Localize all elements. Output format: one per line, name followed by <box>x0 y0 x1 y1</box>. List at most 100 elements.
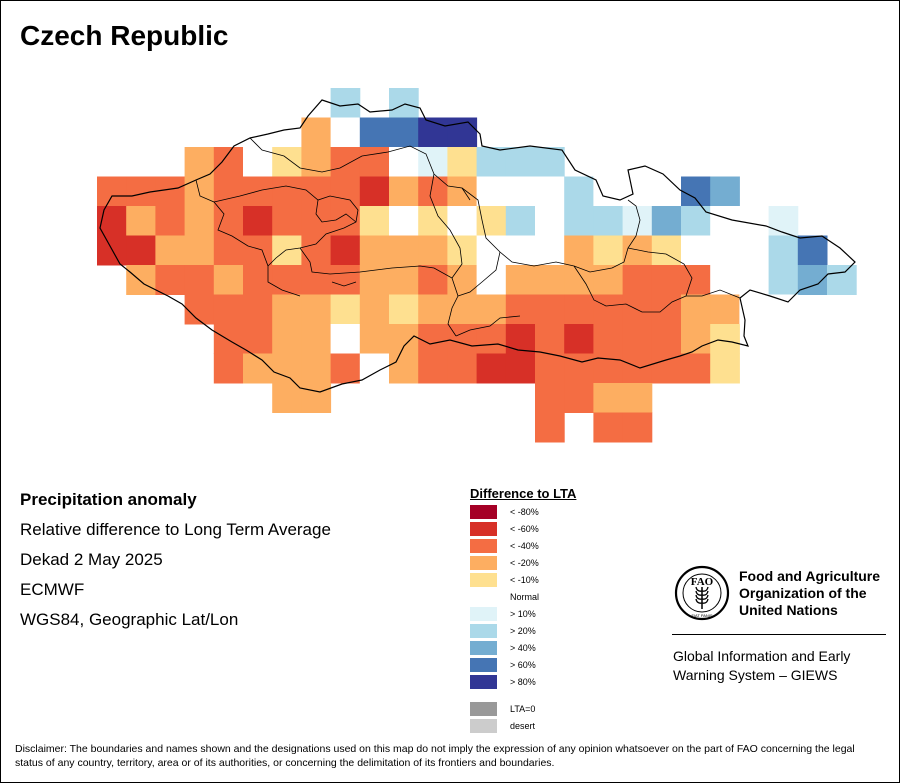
grid-cell <box>476 235 507 266</box>
grid-cell <box>272 353 302 384</box>
legend-swatch <box>470 573 497 587</box>
grid-cell <box>505 324 536 354</box>
grid-cell <box>301 235 332 266</box>
grid-cell <box>389 294 419 325</box>
grid-cell <box>535 324 565 354</box>
grid-cell <box>213 324 244 354</box>
map-title: Czech Republic <box>20 20 229 51</box>
grid-cell <box>389 324 419 354</box>
grid-cell <box>272 206 302 236</box>
country-border <box>99 99 856 393</box>
grid-cell <box>681 265 711 295</box>
legend-label: desert <box>510 721 536 731</box>
grid-cell <box>301 147 332 177</box>
grid-cell <box>593 324 624 354</box>
grid-cell <box>447 235 478 266</box>
grid-cell <box>564 294 594 325</box>
grid-cell <box>622 353 653 384</box>
grid-cell <box>330 324 361 354</box>
legend-swatch <box>470 702 497 716</box>
legend-label: > 40% <box>510 643 536 653</box>
grid-cell <box>476 324 507 354</box>
grid-cell <box>651 353 682 384</box>
grid-cell <box>505 353 536 384</box>
grid-cell <box>447 265 478 295</box>
grid-cell <box>301 176 332 207</box>
grid-cell <box>213 265 244 295</box>
grid-cell <box>476 353 507 384</box>
grid-cell <box>447 147 478 177</box>
grid-cell <box>301 353 332 384</box>
grid-cell <box>505 265 536 295</box>
grid-cell <box>797 265 828 295</box>
grid-cell <box>710 235 740 266</box>
legend-label: Normal <box>510 592 540 602</box>
giews-line: Warning System – GIEWS <box>673 667 838 683</box>
grid-cell <box>389 117 419 148</box>
grid-cell <box>272 265 302 295</box>
grid-cell <box>651 235 682 266</box>
grid-cell <box>681 353 711 384</box>
grid-cell <box>593 176 624 207</box>
grid-cell <box>564 176 594 207</box>
grid-cell <box>97 176 127 207</box>
grid-cell <box>622 383 653 413</box>
fao-logo-letters: FAO <box>691 576 714 588</box>
legend-label: > 10% <box>510 609 536 619</box>
fao-logo-icon: FAO FIAT PANIS <box>674 565 730 621</box>
grid-cell <box>272 324 302 354</box>
grid-cell <box>418 324 448 354</box>
grid-cell <box>330 294 361 325</box>
grid-cell <box>330 117 361 148</box>
grid-cell <box>593 206 624 236</box>
grid-cell <box>447 176 478 207</box>
grid-cell <box>622 265 653 295</box>
grid-cell <box>301 117 332 148</box>
grid-cell <box>505 176 536 207</box>
grid-cell <box>155 235 186 266</box>
grid-cell <box>155 176 186 207</box>
grid-cell <box>651 206 682 236</box>
grid-cell <box>564 206 594 236</box>
grid-cell <box>272 383 302 413</box>
grid-cell <box>418 294 448 325</box>
legend-label: > 80% <box>510 677 536 687</box>
grid-cell <box>593 265 624 295</box>
grid-cell <box>359 117 390 148</box>
grid-cell <box>651 294 682 325</box>
grid-cell <box>476 265 507 295</box>
fao-organization-name: Food and Agriculture Organization of the… <box>739 568 880 619</box>
grid-cell <box>272 235 302 266</box>
grid-cell <box>505 294 536 325</box>
grid-cell <box>184 147 215 177</box>
grid-cell <box>213 176 244 207</box>
grid-cell <box>243 206 273 236</box>
grid-cell <box>389 235 419 266</box>
grid-cell <box>681 294 711 325</box>
legend-swatch <box>470 556 497 570</box>
legend-label: > 60% <box>510 660 536 670</box>
grid-cell <box>389 265 419 295</box>
grid-cell <box>476 206 507 236</box>
grid-cell <box>126 206 156 236</box>
grid-cell <box>739 265 770 295</box>
grid-cell <box>447 353 478 384</box>
grid-cell <box>272 294 302 325</box>
grid-cell <box>389 88 419 118</box>
grid-cell <box>359 294 390 325</box>
legend-swatch <box>470 658 497 672</box>
grid-cell <box>447 117 478 148</box>
grid-cell <box>535 353 565 384</box>
grid-cell <box>564 383 594 413</box>
grid-cell <box>681 176 711 207</box>
legend-swatch <box>470 607 497 621</box>
grid-cell <box>330 176 361 207</box>
info-line-projection: WGS84, Geographic Lat/Lon <box>20 610 239 629</box>
legend-label: LTA=0 <box>510 704 536 714</box>
grid-cell <box>476 294 507 325</box>
legend-label: > 20% <box>510 626 536 636</box>
grid-cell <box>622 412 653 443</box>
grid-cell <box>213 353 244 384</box>
grid-cell <box>681 235 711 266</box>
grid-cell <box>243 235 273 266</box>
